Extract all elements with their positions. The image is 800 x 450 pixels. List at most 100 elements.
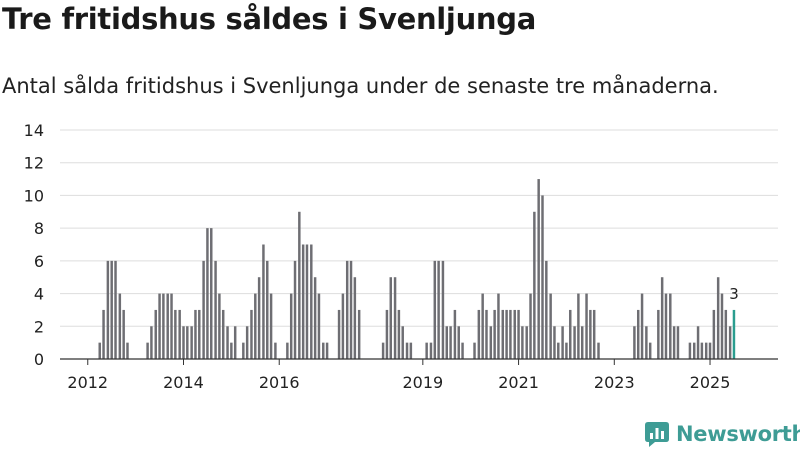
x-tick-label: 2016: [259, 373, 300, 392]
bar: [557, 342, 560, 359]
bar: [433, 260, 437, 359]
bar: [166, 293, 169, 359]
x-tick-label: 2025: [690, 373, 731, 392]
chart-subtitle: Antal sålda fritidshus i Svenljunga unde…: [2, 74, 719, 98]
bar: [293, 260, 297, 359]
bar: [182, 326, 185, 359]
bar: [242, 342, 245, 359]
bar: [728, 326, 732, 359]
bar: [549, 293, 552, 359]
bar: [537, 179, 540, 359]
bar: [310, 244, 313, 359]
bar: [202, 260, 205, 359]
bar: [190, 326, 193, 359]
bar: [210, 228, 213, 359]
bar: [198, 309, 201, 359]
x-tick-label: 2014: [163, 373, 204, 392]
bar: [269, 293, 273, 359]
bar: [158, 293, 161, 359]
bar: [257, 277, 261, 359]
newsworthy-logo-icon: [645, 422, 669, 447]
bar: [122, 309, 125, 359]
bar: [449, 326, 452, 359]
bar: [341, 293, 345, 359]
bar: [529, 293, 532, 359]
bar: [162, 293, 165, 359]
x-tick-label: 2023: [594, 373, 635, 392]
bar: [485, 309, 488, 359]
bar: [98, 342, 101, 359]
bar: [214, 260, 217, 359]
bar: [425, 342, 428, 359]
bar: [250, 309, 253, 359]
bar: [453, 309, 457, 359]
bar: [174, 309, 177, 359]
bar: [597, 342, 600, 359]
bar: [289, 293, 293, 359]
bar: [545, 260, 548, 359]
bar: [221, 309, 225, 359]
bar: [429, 342, 433, 359]
bar: [437, 260, 440, 359]
bar: [712, 309, 716, 359]
bar: [704, 342, 708, 359]
bar: [178, 309, 181, 359]
newsworthy-logo-text: Newsworthy: [676, 422, 800, 446]
bar: [513, 309, 516, 359]
bar: [301, 244, 305, 359]
bar: [509, 309, 512, 359]
bar: [274, 342, 277, 359]
x-tick-label: 2021: [498, 373, 539, 392]
bar-chart: 0 2 4 6 8 10 12 14 2012 2014 2016 2019 2021 2023 2025…: [24, 121, 778, 392]
bar: [657, 309, 660, 359]
bar: [114, 260, 117, 359]
bar: [150, 326, 153, 359]
y-tick-label: 0: [34, 350, 44, 369]
bar: [489, 326, 493, 359]
bar: [720, 293, 724, 359]
bar: [401, 326, 404, 359]
bar: [676, 326, 680, 359]
bar: [636, 309, 640, 359]
bar: [233, 326, 237, 359]
bar: [525, 326, 528, 359]
bar: [126, 342, 129, 359]
bar: [477, 309, 481, 359]
bar: [493, 309, 496, 359]
bar: [501, 309, 505, 359]
bar: [245, 326, 249, 359]
bar: [345, 260, 349, 359]
annotations: 3: [729, 285, 739, 303]
bar: [648, 342, 652, 359]
bar: [700, 342, 704, 359]
bar: [409, 342, 413, 359]
bar: [708, 342, 712, 359]
bar: [349, 260, 353, 359]
y-tick-label: 6: [34, 252, 44, 271]
bar: [541, 195, 544, 359]
bar: [266, 260, 269, 359]
newsworthy-logo: Newsworthy: [644, 420, 800, 448]
bar: [353, 277, 357, 359]
bar: [565, 342, 568, 359]
bar: [473, 342, 476, 359]
bar: [381, 342, 385, 359]
y-axis-tick-labels: 0 2 4 6 8 10 12 14: [24, 121, 44, 369]
bar-latest: [732, 309, 736, 359]
bar: [313, 277, 317, 359]
bar: [322, 342, 325, 359]
bar: [589, 309, 592, 359]
bar: [305, 244, 309, 359]
bar: [389, 277, 392, 359]
bar: [669, 293, 672, 359]
bar: [298, 211, 301, 359]
bar: [226, 326, 229, 359]
bar: [569, 309, 572, 359]
bar: [106, 260, 110, 359]
bar: [692, 342, 696, 359]
y-tick-label: 14: [24, 121, 44, 140]
bar: [445, 326, 448, 359]
bar: [724, 309, 728, 359]
bar: [325, 342, 329, 359]
bar: [254, 293, 257, 359]
